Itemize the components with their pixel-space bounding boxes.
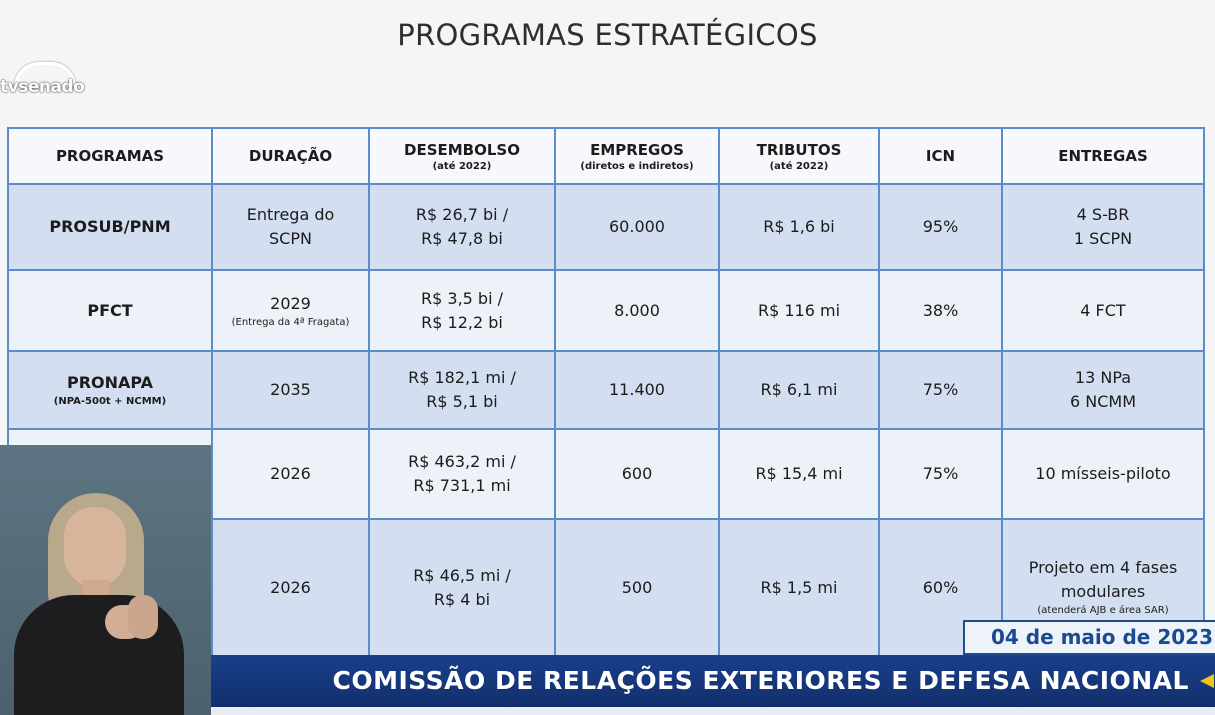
header-empregos: EMPREGOS (diretos e indiretos) bbox=[554, 127, 720, 185]
cell-duracao: 2026 bbox=[211, 428, 370, 520]
cell-empregos: 60.000 bbox=[554, 183, 720, 271]
cell-tributos: R$ 116 mi bbox=[718, 269, 880, 352]
cell-entregas: 13 NPa 6 NCMM bbox=[1001, 350, 1205, 430]
duracao-note: (Entrega da 4ª Fragata) bbox=[231, 316, 350, 328]
cell-duracao: 2035 bbox=[211, 350, 370, 430]
logo-text: tvsenado bbox=[0, 77, 85, 97]
header-desembolso: DESEMBOLSO (até 2022) bbox=[368, 127, 556, 185]
header-tributos-sub: (até 2022) bbox=[769, 160, 829, 172]
cell-tributos: R$ 1,6 bi bbox=[718, 183, 880, 271]
cell-empregos: 600 bbox=[554, 428, 720, 520]
interpreter-hand bbox=[128, 595, 158, 639]
cell-desembolso: R$ 182,1 mi / R$ 5,1 bi bbox=[368, 350, 556, 430]
cell-icn: 75% bbox=[878, 350, 1003, 430]
cell-icn: 95% bbox=[878, 183, 1003, 271]
cell-empregos: 8.000 bbox=[554, 269, 720, 352]
cell-tributos: R$ 1,5 mi bbox=[718, 518, 880, 658]
interpreter-face bbox=[64, 507, 126, 587]
cell-icn: 75% bbox=[878, 428, 1003, 520]
header-desembolso-sub: (até 2022) bbox=[432, 160, 492, 172]
table-row: PRONAPA (NPA-500t + NCMM) 2035 R$ 182,1 m… bbox=[7, 350, 1205, 430]
cell-programa: PRONAPA (NPA-500t + NCMM) bbox=[7, 350, 213, 430]
programs-table: PROGRAMAS DURAÇÃO DESEMBOLSO (até 2022) E… bbox=[7, 127, 1205, 658]
header-entregas: ENTREGAS bbox=[1001, 127, 1205, 185]
cell-entregas: 4 FCT bbox=[1001, 269, 1205, 352]
cell-desembolso: R$ 26,7 bi / R$ 47,8 bi bbox=[368, 183, 556, 271]
session-date: 04 de maio de 2023 bbox=[963, 620, 1215, 655]
header-tributos: TRIBUTOS (até 2022) bbox=[718, 127, 880, 185]
cell-icn: 38% bbox=[878, 269, 1003, 352]
cell-desembolso: R$ 46,5 mi / R$ 4 bi bbox=[368, 518, 556, 658]
header-empregos-sub: (diretos e indiretos) bbox=[580, 160, 694, 172]
interpreter-body bbox=[14, 595, 184, 715]
cell-duracao: 2029 (Entrega da 4ª Fragata) bbox=[211, 269, 370, 352]
cell-empregos: 11.400 bbox=[554, 350, 720, 430]
cell-programa: PFCT bbox=[7, 269, 213, 352]
cell-entregas: 4 S-BR 1 SCPN bbox=[1001, 183, 1205, 271]
programa-sub: (NPA-500t + NCMM) bbox=[53, 396, 167, 407]
cell-entregas: 10 mísseis-piloto bbox=[1001, 428, 1205, 520]
cell-desembolso: R$ 3,5 bi / R$ 12,2 bi bbox=[368, 269, 556, 352]
cell-tributos: R$ 6,1 mi bbox=[718, 350, 880, 430]
sign-language-interpreter bbox=[0, 445, 211, 715]
tvsenado-logo: tvsenado bbox=[0, 60, 90, 100]
cell-tributos: R$ 15,4 mi bbox=[718, 428, 880, 520]
table-header-row: PROGRAMAS DURAÇÃO DESEMBOLSO (até 2022) E… bbox=[7, 127, 1205, 185]
entregas-note: (atenderá AJB e área SAR) bbox=[1037, 605, 1169, 616]
cell-desembolso: R$ 463,2 mi / R$ 731,1 mi bbox=[368, 428, 556, 520]
cell-duracao: 2026 bbox=[211, 518, 370, 658]
committee-banner: COMISSÃO DE RELAÇÕES EXTERIORES E DEFESA… bbox=[211, 655, 1215, 707]
bottom-strip bbox=[211, 707, 1215, 715]
cell-empregos: 500 bbox=[554, 518, 720, 658]
table-row: PFCT 2029 (Entrega da 4ª Fragata) R$ 3,5 … bbox=[7, 269, 1205, 352]
arrow-left-icon bbox=[1200, 674, 1214, 688]
header-icn: ICN bbox=[878, 127, 1003, 185]
header-duracao: DURAÇÃO bbox=[211, 127, 370, 185]
cell-programa: PROSUB/PNM bbox=[7, 183, 213, 271]
table-row: PROSUB/PNM Entrega do SCPN R$ 26,7 bi / R$… bbox=[7, 183, 1205, 271]
header-programas: PROGRAMAS bbox=[7, 127, 213, 185]
cell-duracao: Entrega do SCPN bbox=[211, 183, 370, 271]
slide-title: PROGRAMAS ESTRATÉGICOS bbox=[397, 18, 818, 52]
